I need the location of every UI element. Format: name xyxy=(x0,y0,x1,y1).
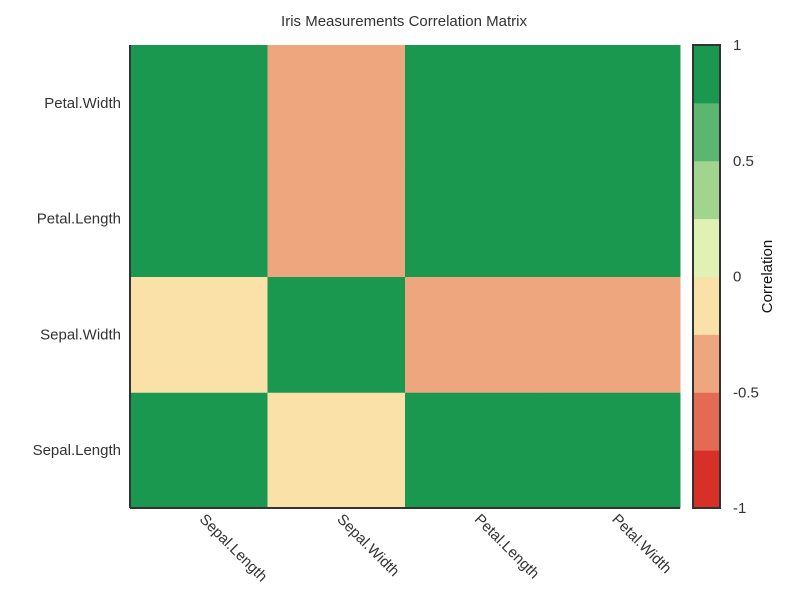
heatmap-cell xyxy=(542,276,681,393)
heatmap-cell xyxy=(405,160,543,277)
y-tick-label: Sepal.Width xyxy=(40,326,121,343)
y-tick-label: Petal.Length xyxy=(37,211,121,228)
y-tick-label: Petal.Width xyxy=(44,95,121,112)
colorbar-border xyxy=(692,44,721,509)
heatmap-cell xyxy=(542,160,681,277)
colorbar-bin xyxy=(693,450,720,509)
heatmap-cell xyxy=(130,45,268,162)
x-tick-label: Sepal.Length xyxy=(196,511,271,586)
heatmap-cell xyxy=(267,45,406,162)
x-tick-label: Sepal.Width xyxy=(333,511,402,580)
heatmap-cell xyxy=(130,276,268,393)
heatmap-cell xyxy=(267,392,406,509)
heatmap-cell xyxy=(405,276,543,393)
colorbar-bin xyxy=(693,276,720,335)
colorbar-tick-label: 0.5 xyxy=(733,153,754,170)
colorbar-title: Correlation xyxy=(759,240,776,313)
colorbar-tick-label: -1 xyxy=(733,500,746,517)
heatmap-cell xyxy=(405,45,543,162)
colorbar-bin xyxy=(693,102,720,162)
y-tick-label: Sepal.Length xyxy=(33,442,121,459)
x-tick-label: Petal.Width xyxy=(608,511,674,577)
heatmap-cell xyxy=(267,160,406,277)
colorbar-bin xyxy=(693,45,720,104)
colorbar-tick-label: -0.5 xyxy=(733,384,759,401)
chart-title: Iris Measurements Correlation Matrix xyxy=(281,13,527,30)
plot-frame xyxy=(129,45,680,509)
colorbar xyxy=(692,44,721,509)
y-tick-labels: Sepal.Length Sepal.Width Petal.Length Petal… xyxy=(33,95,121,459)
colorbar-bin xyxy=(693,334,720,393)
heatmap-cell xyxy=(130,392,268,509)
colorbar-bin xyxy=(693,160,720,220)
heatmap-cell xyxy=(542,392,681,509)
colorbar-tick-label: 1 xyxy=(733,37,741,54)
heatmap-cells xyxy=(130,45,681,509)
colorbar-tick-labels: 1 0.5 0 -0.5 -1 xyxy=(733,37,759,517)
x-tick-label: Petal.Length xyxy=(471,511,543,583)
heatmap-cell xyxy=(542,45,681,162)
heatmap-cell xyxy=(130,160,268,277)
colorbar-bin xyxy=(693,392,720,451)
heatmap-cell xyxy=(267,276,406,393)
x-tick-labels: Sepal.Length Sepal.Width Petal.Length Petal… xyxy=(196,511,675,586)
colorbar-tick-label: 0 xyxy=(733,269,741,286)
colorbar-bin xyxy=(693,218,720,277)
heatmap-cell xyxy=(405,392,543,509)
